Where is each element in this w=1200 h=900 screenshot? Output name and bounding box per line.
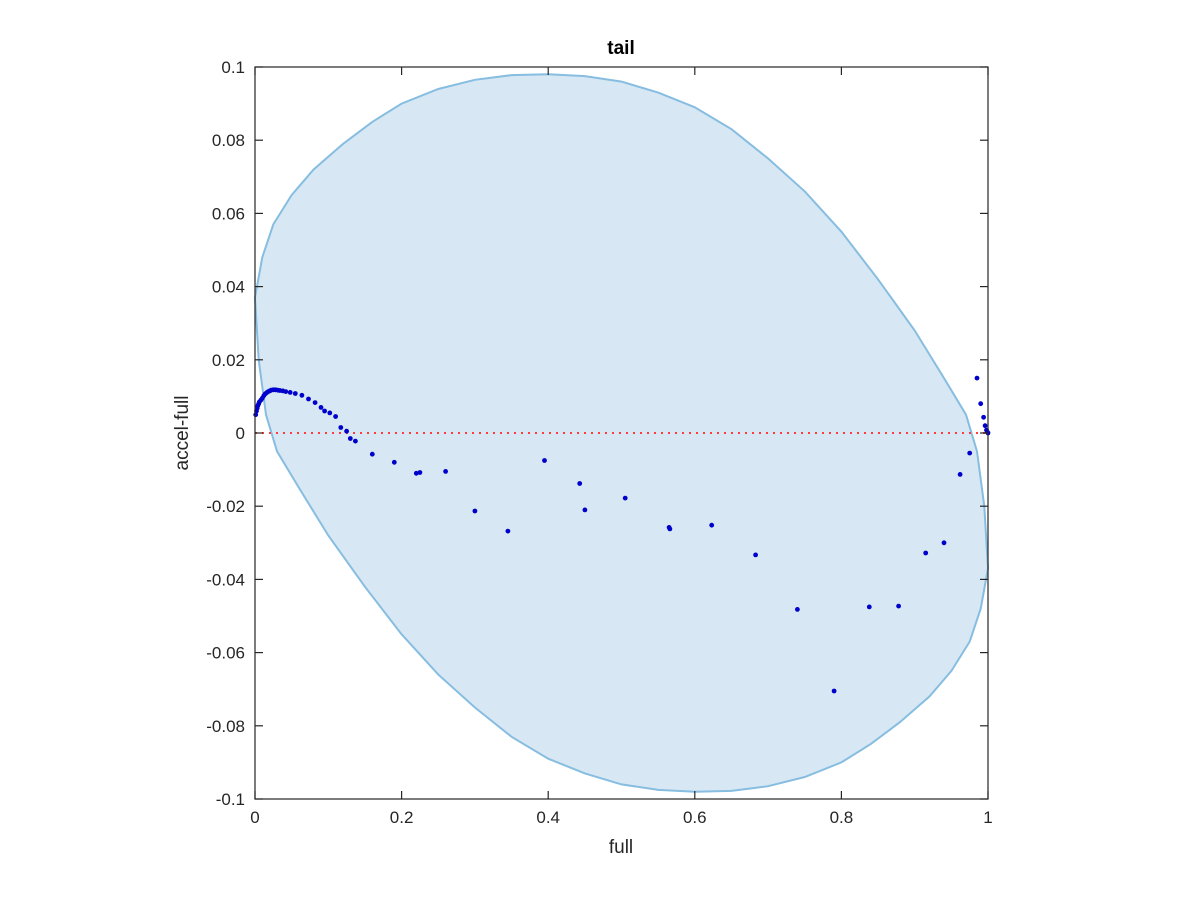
y-tick-label: -0.04 xyxy=(206,570,245,589)
data-point xyxy=(941,540,947,546)
y-tick-label: -0.02 xyxy=(206,497,245,516)
x-tick-label: 0 xyxy=(250,808,259,827)
y-axis-ticks: -0.1 -0.08 -0.06 -0.04 -0.02 0 0.02 0.04 0.06 0.0… xyxy=(206,58,988,809)
x-tick-label: 0.2 xyxy=(390,808,414,827)
y-tick-label: 0.02 xyxy=(212,351,245,370)
y-tick-label: 0 xyxy=(236,424,245,443)
data-point xyxy=(896,603,901,609)
data-point xyxy=(369,451,375,457)
data-point xyxy=(957,472,963,477)
data-point xyxy=(338,425,344,430)
data-point xyxy=(322,408,327,414)
data-point xyxy=(318,405,324,410)
data-point xyxy=(981,414,986,420)
data-point xyxy=(353,438,358,444)
data-point xyxy=(417,470,423,475)
y-tick-label: 0.1 xyxy=(221,58,245,77)
data-point xyxy=(472,508,478,514)
x-tick-label: 0.6 xyxy=(683,808,707,827)
data-point xyxy=(505,528,511,534)
data-point xyxy=(283,389,289,394)
data-point xyxy=(795,607,800,612)
data-point xyxy=(831,688,837,694)
y-tick-label: 0.08 xyxy=(212,131,245,150)
data-point xyxy=(312,400,318,405)
data-point xyxy=(753,552,758,558)
data-point xyxy=(978,401,984,407)
data-point xyxy=(923,550,929,556)
y-axis-label: accel-full xyxy=(172,396,193,471)
data-point xyxy=(413,470,419,476)
y-tick-label: -0.06 xyxy=(206,644,245,663)
data-point xyxy=(333,414,338,419)
chart-title: tail xyxy=(607,38,634,59)
data-point xyxy=(967,450,973,456)
x-tick-label: 0.4 xyxy=(536,808,560,827)
x-axis-ticks: 0 0.2 0.4 0.6 0.8 1 xyxy=(250,67,993,827)
data-point xyxy=(622,495,628,501)
data-point xyxy=(306,396,311,402)
data-point xyxy=(347,436,353,441)
data-point xyxy=(542,458,547,463)
data-point xyxy=(292,391,298,396)
data-point xyxy=(287,390,293,395)
x-tick-label: 0.8 xyxy=(830,808,854,827)
data-point xyxy=(299,392,305,398)
x-axis-label: full xyxy=(609,837,633,858)
data-point xyxy=(391,459,397,465)
data-point xyxy=(667,526,673,532)
x-tick-label: 1 xyxy=(983,808,992,827)
data-point xyxy=(866,604,872,610)
data-point xyxy=(577,481,583,486)
data-point xyxy=(443,469,448,474)
data-point xyxy=(974,375,980,381)
y-tick-label: -0.08 xyxy=(206,717,245,736)
data-point xyxy=(327,410,333,416)
data-point xyxy=(982,423,988,429)
y-tick-label: 0.04 xyxy=(212,278,245,297)
data-point xyxy=(709,522,715,528)
y-tick-label: 0.06 xyxy=(212,204,245,223)
data-point xyxy=(344,428,349,434)
data-point xyxy=(582,507,588,513)
y-tick-label: -0.1 xyxy=(216,790,245,809)
